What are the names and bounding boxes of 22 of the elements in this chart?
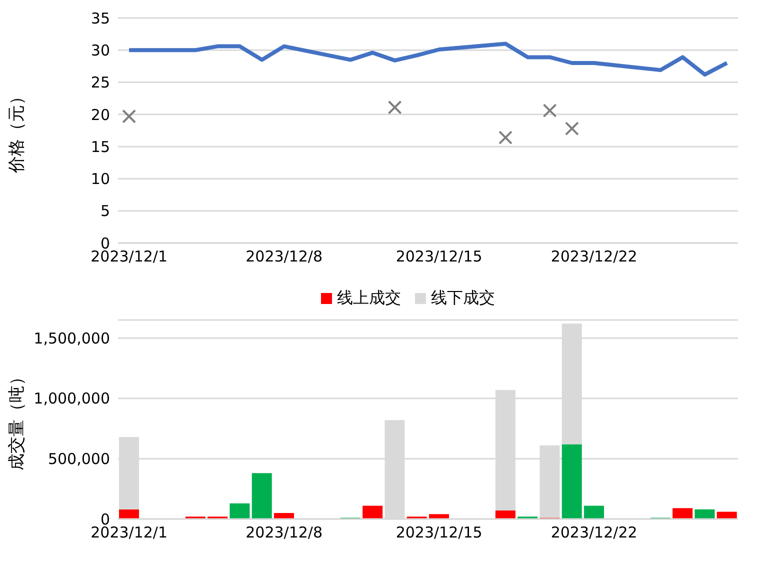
x-tick-label: 2023/12/22 <box>550 524 638 542</box>
y-axis-title: 价格（元） <box>7 88 28 174</box>
y-tick-label: 20 <box>90 106 110 124</box>
x-tick-label: 2023/12/15 <box>396 524 482 542</box>
x-tick-label: 2023/12/1 <box>90 524 168 542</box>
y-tick-label: 5 <box>100 202 110 220</box>
y-tick-label: 15 <box>90 138 110 156</box>
legend-label: 线下成交 <box>430 288 495 309</box>
x-tick-label: 2023/12/8 <box>246 248 323 266</box>
x-tick-label: 2023/12/15 <box>396 248 482 266</box>
y-axis-title: 成交量（吨） <box>7 368 28 470</box>
y-tick-label: 35 <box>90 9 110 28</box>
y-tick-label: 1,500,000 <box>34 329 110 348</box>
legend-label: 线上成交 <box>336 288 401 309</box>
y-tick-label: 30 <box>90 41 110 60</box>
y-tick-label: 500,000 <box>48 450 110 468</box>
y-tick-label: 10 <box>90 170 110 188</box>
x-tick-label: 2023/12/1 <box>90 248 168 266</box>
x-tick-label: 2023/12/22 <box>550 248 638 266</box>
x-tick-label: 2023/12/8 <box>246 524 323 542</box>
y-tick-label: 25 <box>90 74 110 92</box>
y-tick-label: 1,000,000 <box>34 390 110 408</box>
